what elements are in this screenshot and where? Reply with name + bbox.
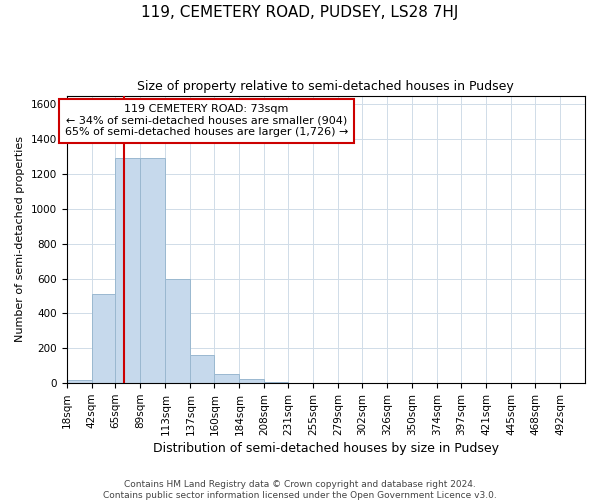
- Bar: [214, 374, 239, 383]
- Title: Size of property relative to semi-detached houses in Pudsey: Size of property relative to semi-detach…: [137, 80, 514, 93]
- Bar: [265, 382, 288, 383]
- Text: 119 CEMETERY ROAD: 73sqm
← 34% of semi-detached houses are smaller (904)
65% of : 119 CEMETERY ROAD: 73sqm ← 34% of semi-d…: [65, 104, 348, 138]
- Bar: [67, 380, 92, 383]
- Bar: [115, 158, 140, 383]
- Text: 119, CEMETERY ROAD, PUDSEY, LS28 7HJ: 119, CEMETERY ROAD, PUDSEY, LS28 7HJ: [142, 5, 458, 20]
- Bar: [190, 356, 214, 383]
- Bar: [166, 278, 190, 383]
- Bar: [92, 294, 115, 383]
- Y-axis label: Number of semi-detached properties: Number of semi-detached properties: [15, 136, 25, 342]
- Bar: [239, 379, 265, 383]
- X-axis label: Distribution of semi-detached houses by size in Pudsey: Distribution of semi-detached houses by …: [153, 442, 499, 455]
- Bar: [140, 158, 166, 383]
- Text: Contains HM Land Registry data © Crown copyright and database right 2024.
Contai: Contains HM Land Registry data © Crown c…: [103, 480, 497, 500]
